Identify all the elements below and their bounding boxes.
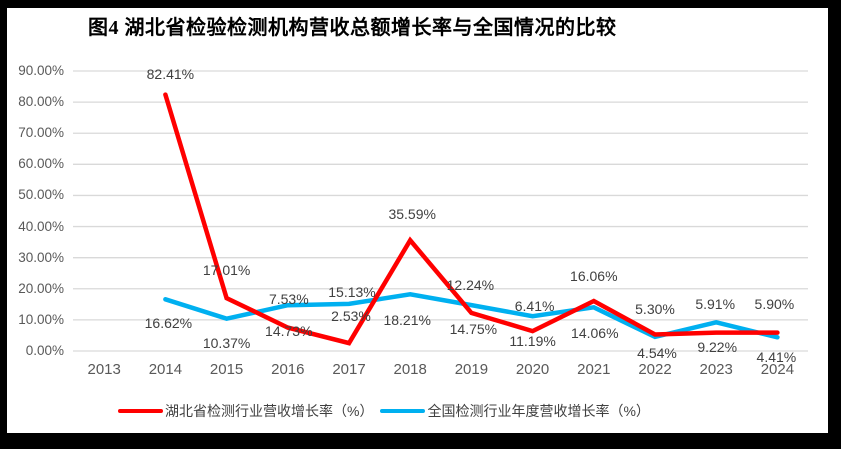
hubei-series-label: 湖北省检测行业营收增长率（%）	[165, 403, 374, 419]
hubei-data-label: 5.90%	[754, 295, 795, 312]
national-data-label: 14.06%	[571, 325, 619, 342]
hubei-series-swatch	[118, 408, 163, 414]
hubei-data-label: 2.53%	[331, 308, 371, 325]
national-series-swatch	[380, 408, 426, 414]
x-axis-label: 2016	[271, 361, 305, 378]
x-axis-label: 2018	[393, 361, 427, 378]
legend-item-hubei: 湖北省检测行业营收增长率（%）	[118, 401, 373, 421]
x-axis-label: 2015	[209, 361, 244, 378]
hubei-data-label: 5.91%	[695, 295, 736, 312]
hubei-data-label: 12.24%	[446, 276, 495, 293]
y-axis-tick-label: 90.00%	[18, 63, 64, 78]
x-axis-label: 2017	[332, 361, 366, 378]
y-axis-tick-label: 0.00%	[25, 343, 64, 358]
hubei-data-label: 5.30%	[635, 300, 675, 317]
national-data-label: 9.22%	[697, 339, 738, 356]
x-axis-label: 2014	[148, 361, 183, 378]
x-axis-label: 2023	[699, 361, 733, 378]
y-axis-tick-label: 30.00%	[18, 249, 64, 265]
hubei-data-label: 82.41%	[146, 65, 195, 82]
chart-panel	[7, 8, 828, 433]
national-series-label: 全国检测行业年度营收增长率（%）	[427, 403, 650, 419]
hubei-data-label: 7.53%	[268, 290, 309, 307]
national-data-label: 16.62%	[144, 315, 193, 332]
y-axis-tick-label: 60.00%	[18, 156, 64, 172]
hubei-data-label: 16.06%	[570, 268, 618, 285]
national-data-label: 18.21%	[383, 312, 431, 329]
x-axis-label: 2022	[638, 361, 672, 378]
hubei-data-label: 35.59%	[388, 206, 436, 223]
national-data-label: 4.54%	[637, 344, 677, 361]
chart-title: 图4 湖北省检验检测机构营收总额增长率与全国情况的比较	[88, 17, 617, 39]
y-axis-tick-label: 80.00%	[18, 94, 64, 110]
national-data-label: 10.37%	[202, 334, 251, 351]
x-axis-label: 2021	[577, 361, 611, 378]
x-axis-label: 2020	[515, 361, 550, 378]
national-data-label: 15.13%	[328, 283, 376, 300]
x-axis-label: 2024	[760, 361, 795, 378]
hubei-series-line	[163, 92, 780, 346]
y-axis-tick-label: 10.00%	[18, 311, 64, 327]
hubei-data-label: 6.41%	[514, 298, 555, 315]
x-axis-label: 2013	[87, 361, 121, 378]
hubei-data-label: 17.01%	[202, 262, 251, 279]
legend: 湖北省检测行业营收增长率（%） 全国检测行业年度营收增长率（%）	[118, 401, 650, 421]
y-axis-tick-label: 40.00%	[18, 218, 64, 234]
y-axis-tick-label: 50.00%	[18, 187, 64, 203]
national-data-label: 14.73%	[265, 323, 313, 340]
legend-item-national: 全国检测行业年度营收增长率（%）	[380, 401, 650, 421]
national-data-label: 11.19%	[509, 333, 556, 350]
x-axis-label: 2019	[454, 361, 489, 378]
y-axis-tick-label: 70.00%	[18, 125, 64, 141]
national-data-label: 4.41%	[756, 349, 797, 366]
national-data-label: 14.75%	[449, 321, 498, 338]
y-axis-tick-label: 20.00%	[18, 280, 64, 296]
